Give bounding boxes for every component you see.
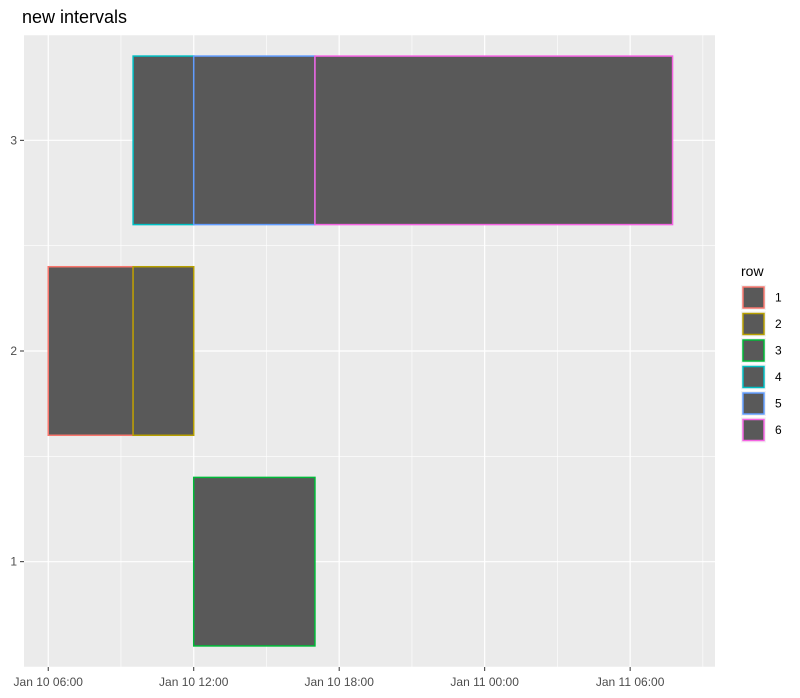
- interval-rect-row-5: [192, 55, 316, 226]
- legend-label: 4: [775, 370, 782, 384]
- y-tick-label: 3: [10, 133, 17, 147]
- legend-key-swatch: [742, 418, 765, 442]
- y-tick-label: 2: [10, 344, 17, 358]
- legend-key-swatch: [742, 339, 765, 362]
- legend-label: 2: [775, 317, 782, 331]
- x-axis: Jan 10 06:00 Jan 10 12:00 Jan 10 18:00 Jan …: [14, 667, 665, 689]
- interval-rect-row-2: [132, 265, 195, 437]
- legend-key-swatch: [742, 312, 765, 336]
- legend-title: row: [741, 263, 764, 279]
- interval-rect-row-1: [47, 265, 134, 437]
- x-tick-label: Jan 11 00:00: [450, 675, 519, 689]
- legend-label: 6: [775, 423, 782, 437]
- y-tick-label: 1: [10, 555, 17, 569]
- x-tick-label: Jan 10 12:00: [159, 675, 229, 689]
- legend-label: 5: [775, 397, 782, 411]
- chart-title: new intervals: [22, 7, 127, 27]
- y-axis: 1 2 3: [10, 133, 24, 569]
- x-tick-label: Jan 10 18:00: [304, 675, 374, 689]
- legend-key-swatch: [742, 365, 765, 389]
- x-tick-label: Jan 11 06:00: [596, 675, 665, 689]
- legend-label: 1: [775, 291, 782, 305]
- plot-area: [24, 34, 715, 668]
- legend: row 1 2 3 4 5 6: [741, 263, 782, 443]
- legend-label: 3: [775, 344, 782, 358]
- interval-rect-row-6: [314, 55, 674, 226]
- interval-rect-row-3: [192, 476, 316, 647]
- legend-key-swatch: [742, 392, 765, 415]
- legend-key-swatch: [742, 286, 765, 309]
- interval-rect-row-4: [132, 55, 195, 226]
- x-tick-label: Jan 10 06:00: [14, 675, 84, 689]
